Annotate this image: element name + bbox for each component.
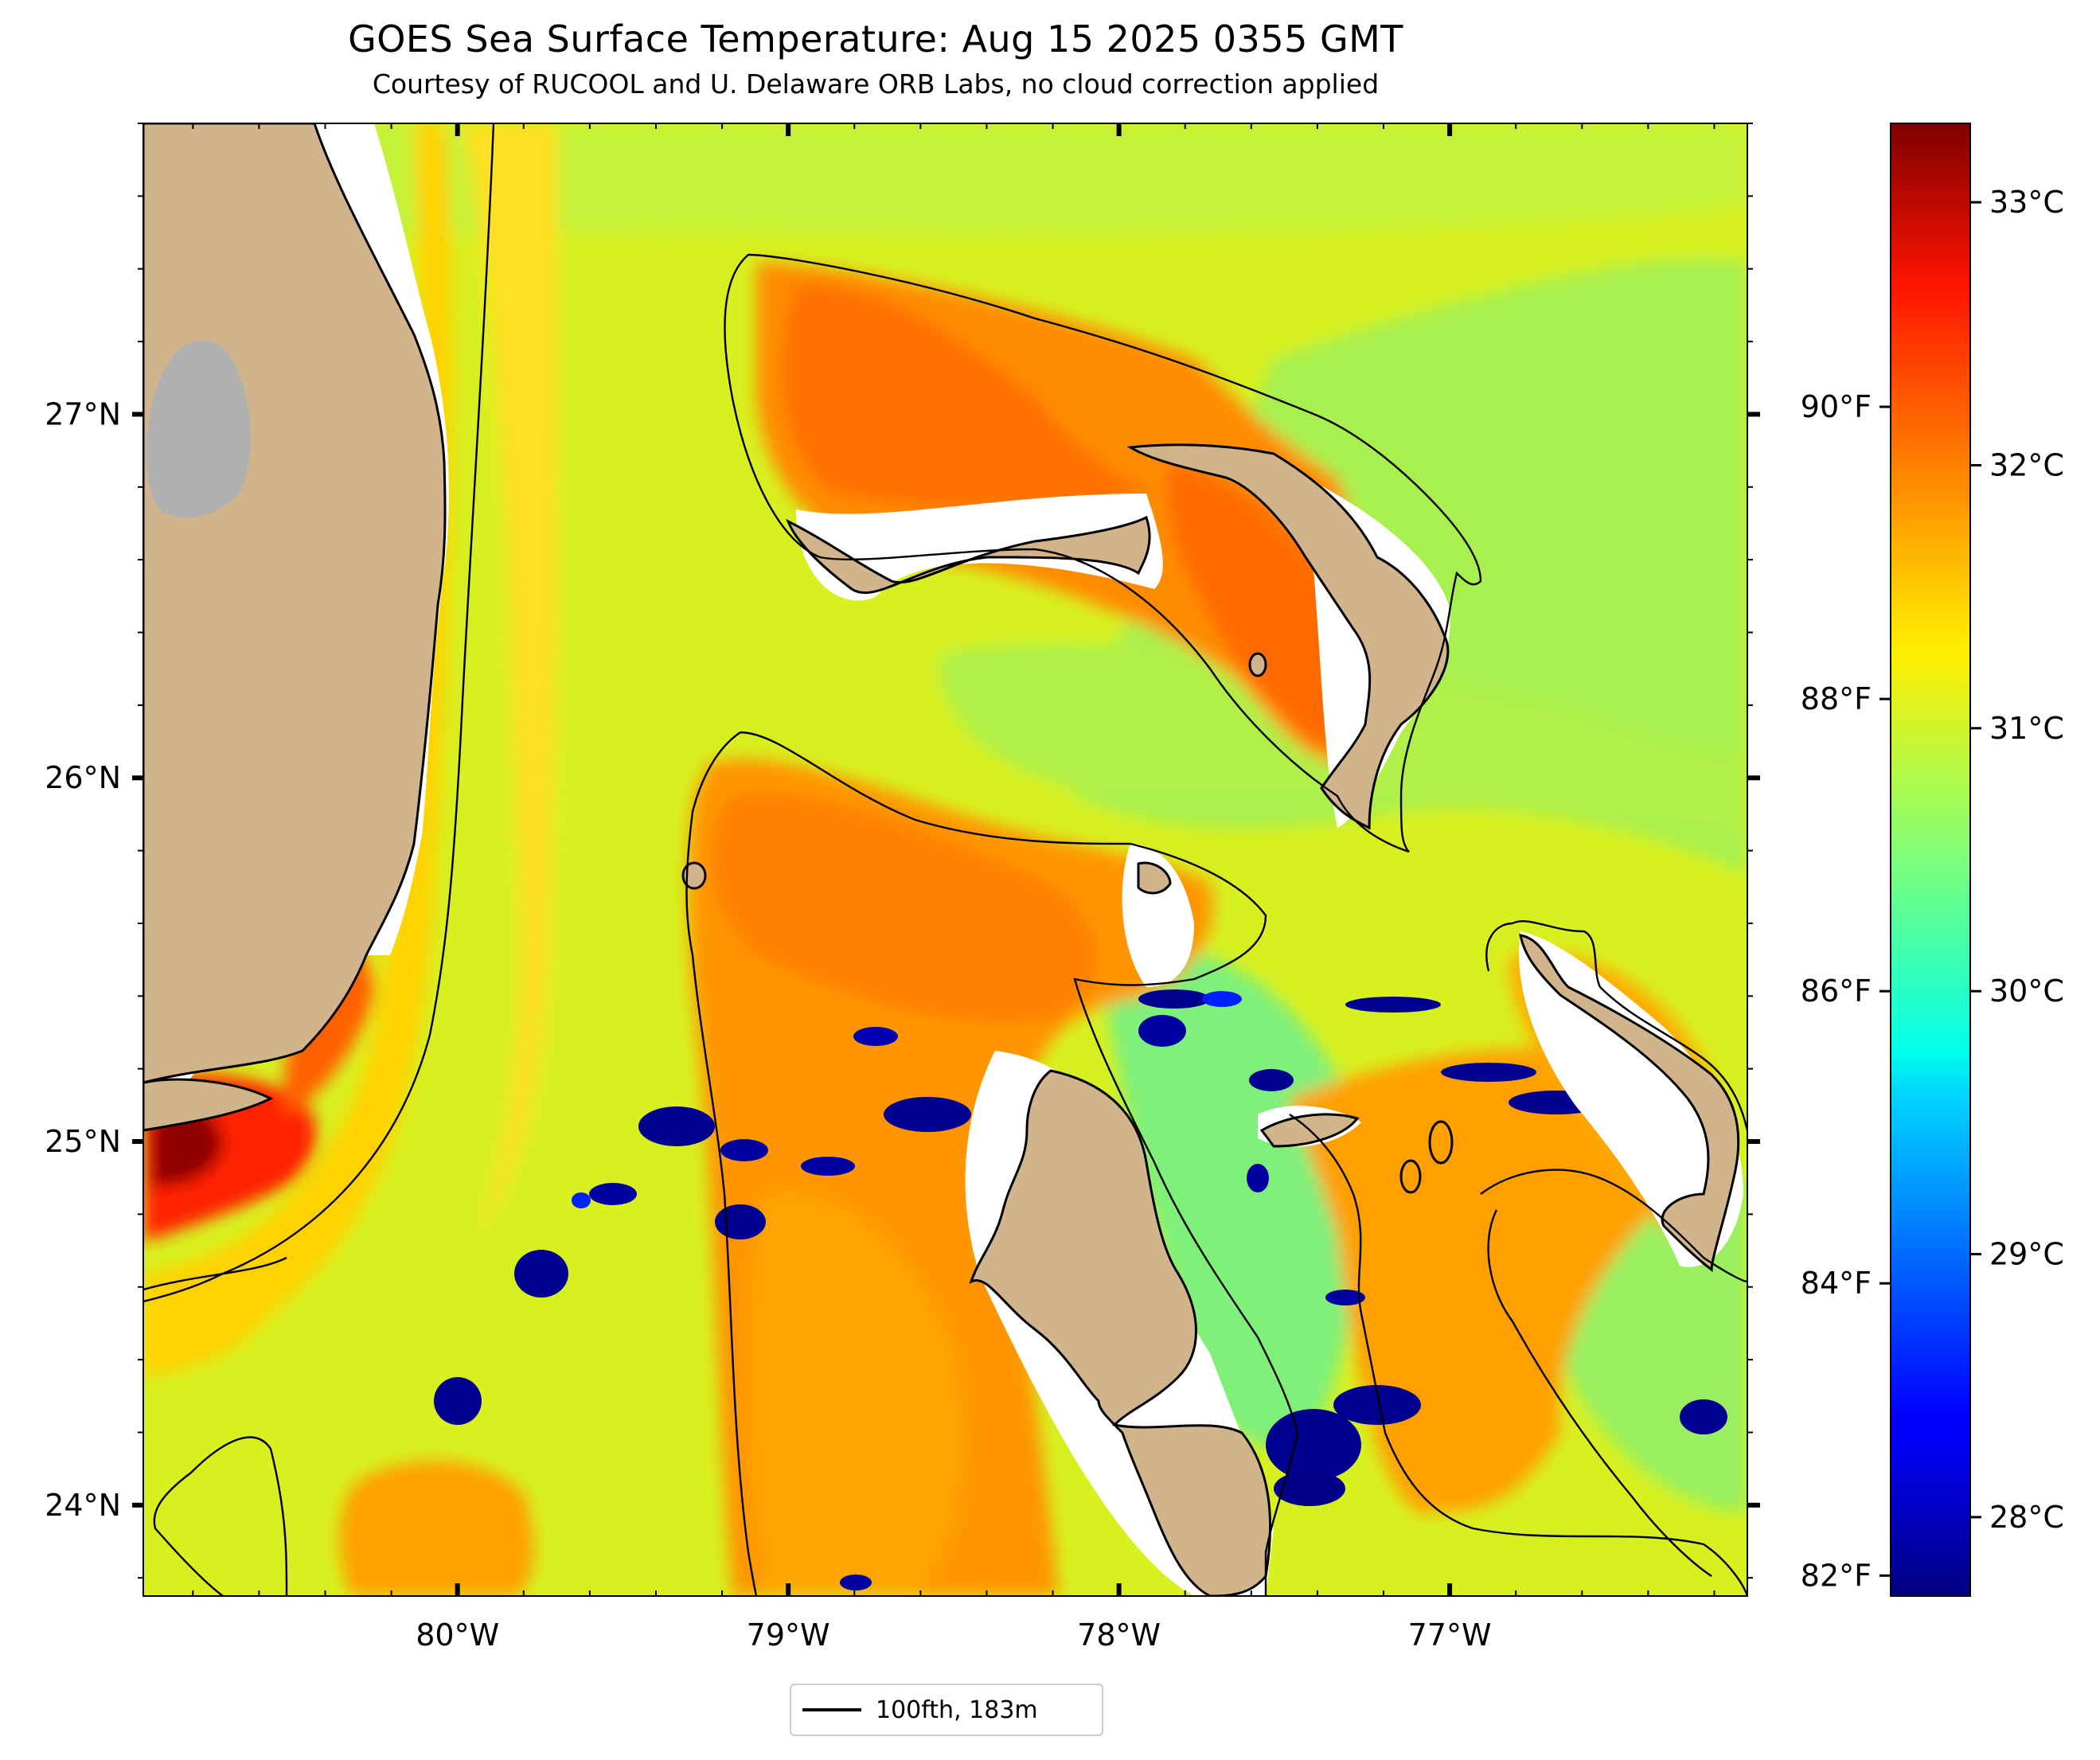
great-abaco (1126, 443, 1450, 830)
celsius-tick-label: 33°C (1989, 185, 2064, 220)
fahrenheit-tick-label: 88°F (1801, 681, 1872, 716)
celsius-tick-label: 31°C (1989, 711, 2064, 746)
lon-tick-label: 80°W (416, 1618, 499, 1653)
chart-subtitle: Courtesy of RUCOOL and U. Delaware ORB L… (372, 68, 1380, 100)
celsius-tick-label: 28°C (1989, 1500, 2064, 1535)
lat-tick-label: 26°N (45, 760, 121, 795)
colorbar-celsius-axis: 28°C 29°C 30°C 31°C 32°C 33°C (1970, 185, 2064, 1535)
chart-title: GOES Sea Surface Temperature: Aug 15 202… (348, 18, 1403, 60)
eleuthera (1519, 934, 1740, 1272)
lon-tick-label: 78°W (1077, 1618, 1161, 1653)
legend-label: 100fth, 183m (876, 1696, 1038, 1724)
lat-tick-label: 27°N (45, 396, 121, 431)
fahrenheit-tick-label: 84°F (1801, 1266, 1872, 1301)
lake-okeechobee (146, 340, 251, 518)
andros (969, 1069, 1272, 1596)
land (143, 123, 1740, 1596)
lon-tick-label: 79°W (747, 1618, 830, 1653)
lat-tick-label: 25°N (45, 1124, 121, 1159)
fahrenheit-tick-label: 82°F (1801, 1558, 1872, 1593)
berry-islands (1137, 861, 1172, 895)
celsius-tick-label: 30°C (1989, 974, 2064, 1009)
legend: 100fth, 183m (790, 1684, 1103, 1736)
florida-keys (143, 1078, 274, 1132)
celsius-tick-label: 32°C (1989, 447, 2064, 482)
legend-line-swatch (802, 1708, 861, 1711)
cold-patches (434, 989, 1727, 1590)
longitude-axis: 80°W 79°W 78°W 77°W (192, 123, 1716, 1653)
fahrenheit-tick-label: 86°F (1801, 974, 1872, 1009)
grand-bahama (786, 515, 1151, 595)
latitude-axis: 24°N 25°N 26°N 27°N (45, 123, 1760, 1579)
celsius-tick-label: 29°C (1989, 1237, 2064, 1272)
colorbar-fahrenheit-axis: 82°F 84°F 86°F 88°F 90°F (1801, 389, 1891, 1593)
plot-frame (142, 123, 1748, 1597)
colorbar (1890, 123, 1971, 1597)
isobath-100fth (143, 123, 1747, 1596)
lat-tick-label: 24°N (45, 1488, 121, 1523)
fahrenheit-tick-label: 90°F (1801, 389, 1872, 424)
lon-tick-label: 77°W (1408, 1618, 1492, 1653)
